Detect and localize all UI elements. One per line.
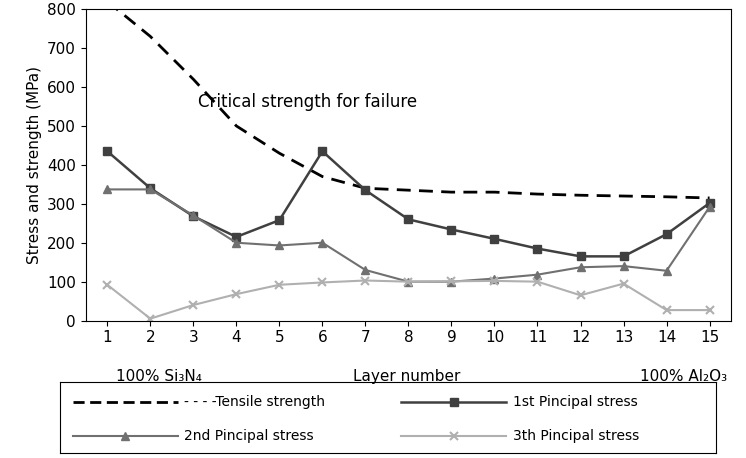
Text: 1st Pincipal stress: 1st Pincipal stress bbox=[513, 395, 637, 409]
Text: 3th Pincipal stress: 3th Pincipal stress bbox=[513, 429, 639, 443]
Y-axis label: Stress and strength (MPa): Stress and strength (MPa) bbox=[27, 66, 42, 264]
Text: 100% Si₃N₄: 100% Si₃N₄ bbox=[116, 369, 201, 384]
Text: - - - -Tensile strength: - - - -Tensile strength bbox=[184, 395, 325, 409]
Text: 2nd Pincipal stress: 2nd Pincipal stress bbox=[184, 429, 314, 443]
Text: 100% Al₂O₃: 100% Al₂O₃ bbox=[640, 369, 727, 384]
Text: Critical strength for failure: Critical strength for failure bbox=[198, 93, 417, 111]
Text: Layer number: Layer number bbox=[353, 369, 460, 384]
